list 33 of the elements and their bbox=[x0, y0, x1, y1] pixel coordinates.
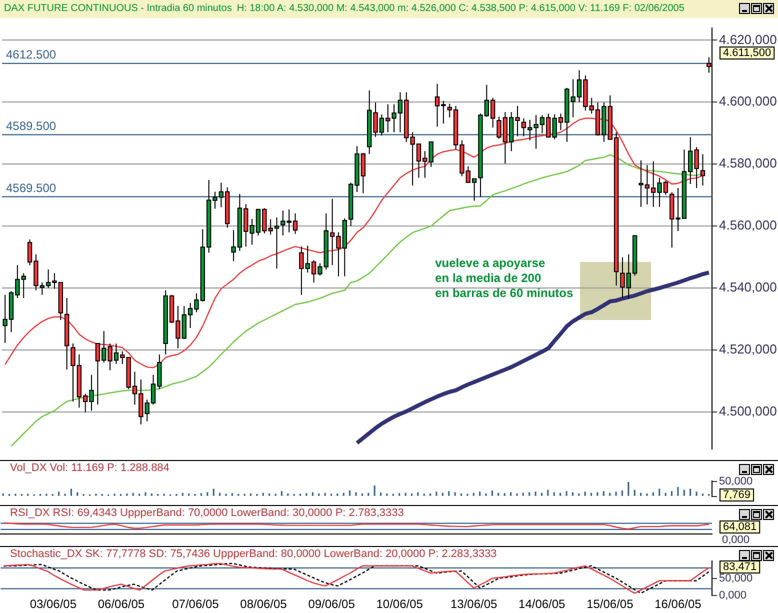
x-tick-label: 03/06/05 bbox=[30, 597, 77, 612]
x-tick-label: 06/06/05 bbox=[98, 597, 145, 612]
y-tick-label: 50,000 bbox=[719, 476, 753, 488]
y-tick-label: 0,000 bbox=[719, 590, 747, 602]
x-tick-label: 15/06/05 bbox=[586, 597, 634, 612]
x-tick-label: 13/06/05 bbox=[450, 597, 498, 612]
y-tick-label: 4.540,000 bbox=[719, 280, 777, 295]
x-tick-label: 08/06/05 bbox=[240, 597, 288, 612]
ref-line-label: 4612.500 bbox=[6, 48, 56, 62]
y-tick-label: 4.520,000 bbox=[719, 342, 777, 357]
text: 7,769 bbox=[723, 489, 751, 502]
chart-title: DAX FUTURE CONTINUOUS - Intradia 60 minutos bbox=[4, 3, 232, 14]
y-tick-label: 50,000 bbox=[719, 572, 753, 584]
ref-line-label: 4569.500 bbox=[6, 180, 56, 195]
text: 83,471 bbox=[723, 561, 757, 574]
x-tick-label: 14/06/05 bbox=[518, 597, 566, 612]
x-tick-label: 16/06/05 bbox=[654, 597, 702, 612]
x-tick-label: 09/06/05 bbox=[308, 597, 356, 612]
annotation: vueleve a apoyarse en la media de 200 en barras de 60 minutos bbox=[435, 256, 574, 300]
y-tick-label: 4.500,000 bbox=[719, 404, 777, 419]
ref-line-label: 4589.500 bbox=[6, 119, 56, 134]
y-tick-label: 4.600,000 bbox=[719, 94, 777, 109]
chart-subtitle: H: 18:00 A: 4.530,000 M: 4.543,000 m: 4.526,000 C: 4.538,500 P: 4.615,000 V: 11.169 F: 02/06/2005 bbox=[236, 3, 684, 14]
chart-title: Vol_DX Vol: 11.169 P: 1.288.884 bbox=[10, 462, 170, 474]
y-tick-label: 4.560,000 bbox=[719, 218, 777, 233]
x-tick-label: 07/06/05 bbox=[172, 597, 220, 612]
text: 64,081 bbox=[723, 521, 757, 534]
x-tick-label: 10/06/05 bbox=[376, 597, 424, 612]
y-tick-label: 4.620,000 bbox=[719, 32, 777, 47]
text: 4.611,500 bbox=[723, 47, 772, 60]
chart-title: RSI_DX RSI: 69,4343 UppperBand: 70,0000 LowerBand: 30,0000 P: 2.783,3333 bbox=[10, 507, 404, 519]
y-tick-label: 4.580,000 bbox=[719, 156, 777, 171]
chart-title: Stochastic_DX SK: 77,7778 SD: 75,7436 UppperBand: 80,0000 LowerBand: 20,0000 P: 2.283,3333 bbox=[10, 548, 497, 560]
